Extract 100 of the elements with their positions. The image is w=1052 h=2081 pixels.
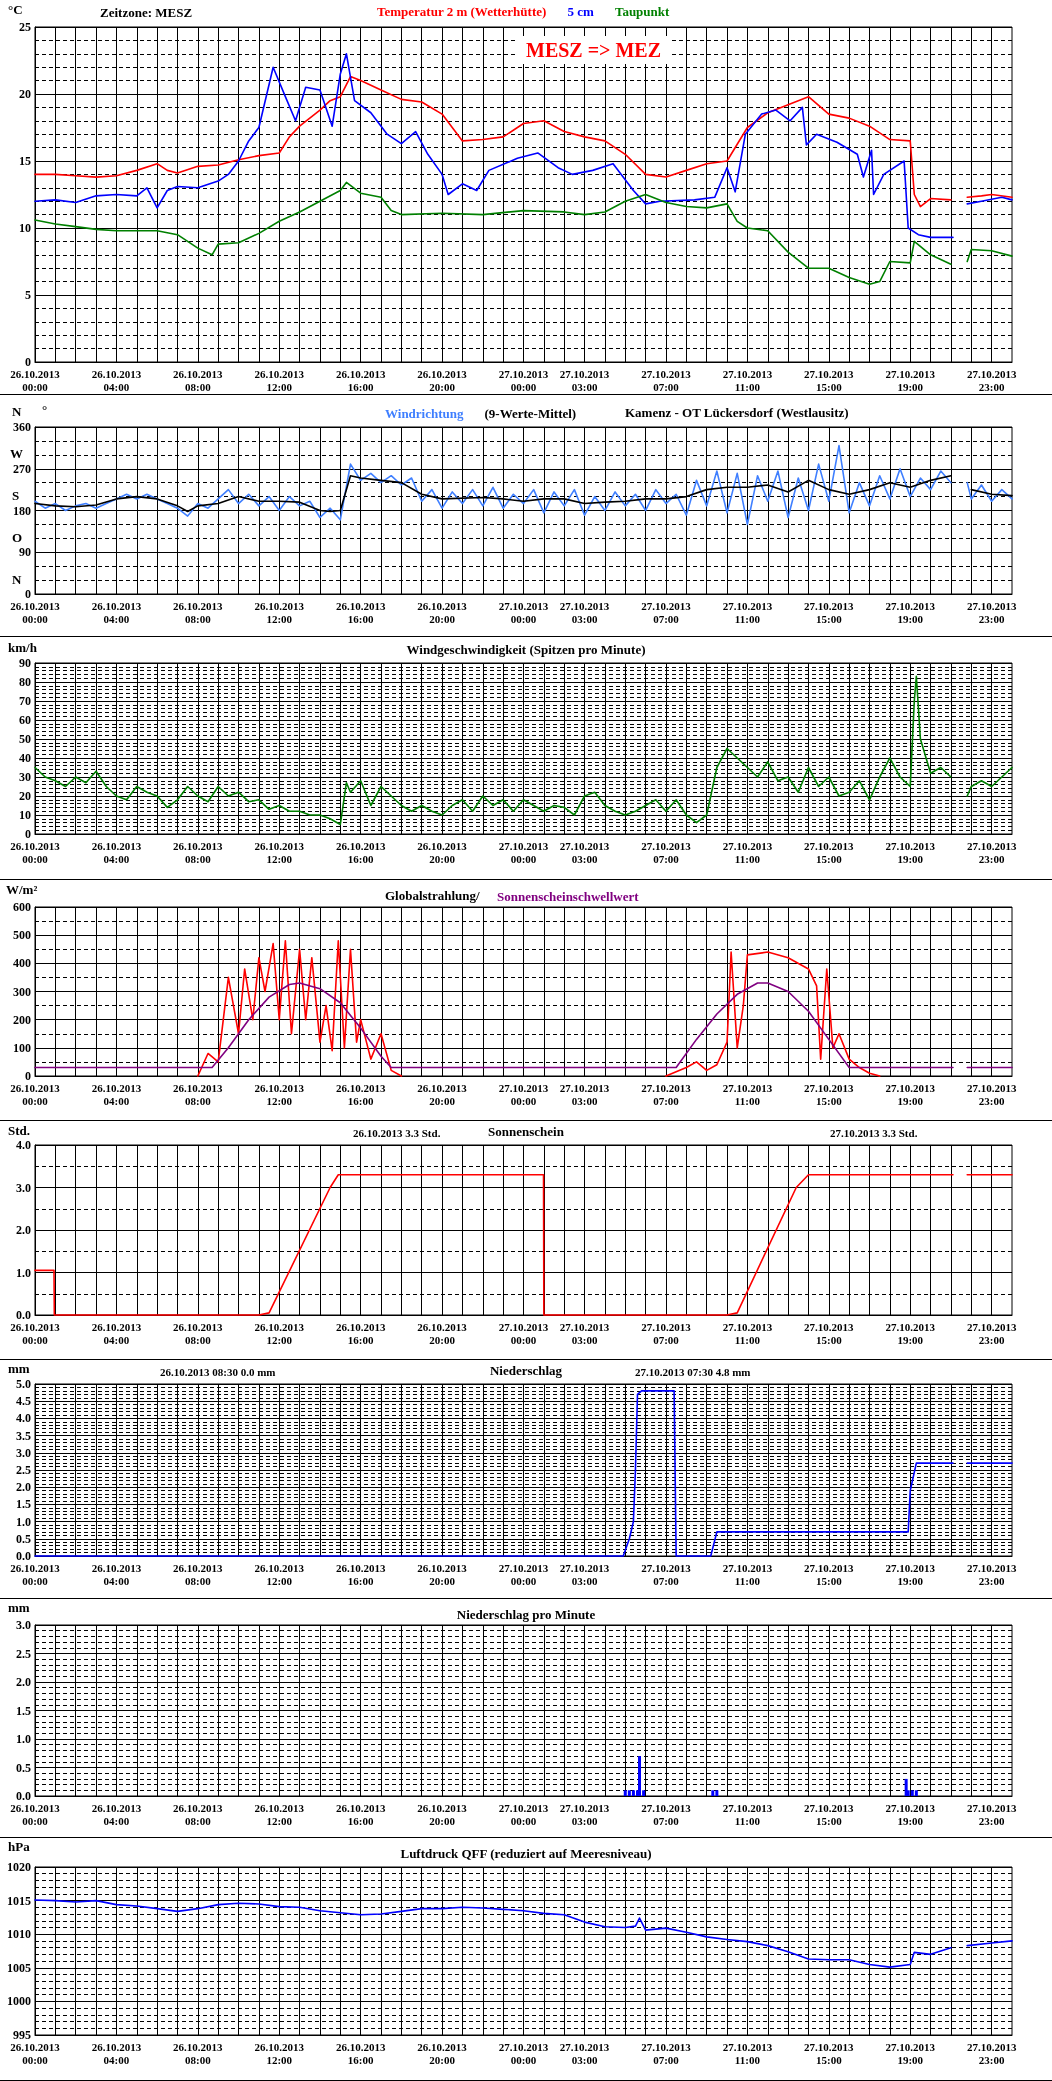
y-tick-label: 2.5 <box>16 1646 31 1661</box>
bar <box>623 1790 627 1796</box>
y-tick-label: 1.0 <box>16 1732 31 1746</box>
y-tick-label: 20 <box>19 789 31 803</box>
x-tick-label: 26.10.2013 16:00 <box>335 1801 386 1827</box>
y-axis-title: mm <box>8 1361 30 1376</box>
x-tick-label: 26.10.2013 08:00 <box>173 1320 224 1346</box>
chart-title: Niederschlag pro Minute <box>456 1607 596 1622</box>
x-tick-label: 27.10.2013 19:00 <box>885 1081 936 1107</box>
y-tick-label: 5 <box>25 288 31 302</box>
bar <box>914 1790 918 1796</box>
y-tick-label: 1.0 <box>16 1514 31 1529</box>
y-tick-label: 0 <box>25 355 31 369</box>
y-tick-label: 300 <box>13 984 31 999</box>
y-tick-label: 600 <box>13 900 31 914</box>
bar <box>638 1756 642 1796</box>
y-tick-label: 1.0 <box>16 1265 31 1280</box>
y-axis-title: °C <box>8 2 23 17</box>
y-tick-label: 4.0 <box>16 1138 31 1152</box>
x-tick-label: 26.10.2013 12:00 <box>254 599 305 625</box>
x-tick-label: 27.10.2013 00:00 <box>498 1081 549 1107</box>
x-tick-label: 26.10.2013 20:00 <box>417 2040 468 2066</box>
x-tick-label: 26.10.2013 08:00 <box>173 367 224 393</box>
x-tick-label: 27.10.2013 23:00 <box>966 1081 1017 1107</box>
x-tick-label: 27.10.2013 11:00 <box>722 367 773 393</box>
x-tick-label: 27.10.2013 23:00 <box>966 1561 1017 1587</box>
x-tick-label: 26.10.2013 16:00 <box>335 367 386 393</box>
text: 27.10.2013 07:30 4.8 mm <box>635 1365 751 1378</box>
chart-title: Globalstrahlung/ <box>385 888 481 903</box>
x-tick-label: 27.10.2013 03:00 <box>559 1801 610 1827</box>
x-tick-label: 26.10.2013 20:00 <box>417 1320 468 1346</box>
x-tick-label: 27.10.2013 19:00 <box>885 1801 936 1827</box>
x-tick-label: 26.10.2013 20:00 <box>417 839 468 865</box>
x-tick-label: 27.10.2013 15:00 <box>804 367 855 393</box>
x-tick-label: 26.10.2013 16:00 <box>335 1320 386 1346</box>
x-tick-label: 27.10.2013 15:00 <box>804 1081 855 1107</box>
y-tick-label: 0.0 <box>16 1549 31 1563</box>
bar <box>631 1790 635 1796</box>
x-tick-label: 27.10.2013 15:00 <box>804 2040 855 2066</box>
y-tick-label: 1010 <box>7 1927 31 1942</box>
x-tick-label: 26.10.2013 20:00 <box>417 599 468 625</box>
x-tick-label: 27.10.2013 23:00 <box>966 839 1017 865</box>
y-tick-label: 1000 <box>7 1994 31 2009</box>
y-tick-label: 70 <box>19 694 31 708</box>
x-tick-label: 26.10.2013 16:00 <box>335 2040 386 2066</box>
y-tick-label: 90 <box>19 656 31 670</box>
y-tick-label: 0 <box>25 587 31 601</box>
y-tick-label: 3.0 <box>16 1618 31 1632</box>
x-tick-label: 27.10.2013 23:00 <box>966 2040 1017 2066</box>
x-tick-label: 27.10.2013 07:00 <box>641 599 692 625</box>
x-tick-label: 27.10.2013 23:00 <box>966 367 1017 393</box>
x-tick-label: 26.10.2013 12:00 <box>254 1320 305 1346</box>
x-tick-label: 27.10.2013 11:00 <box>722 1081 773 1107</box>
x-tick-label: 27.10.2013 15:00 <box>804 839 855 865</box>
y-tick-label: 0.0 <box>16 1308 31 1322</box>
bar <box>715 1790 719 1796</box>
y-tick-label: 270 <box>13 461 31 476</box>
x-tick-label: 26.10.2013 08:00 <box>173 1081 224 1107</box>
x-tick-label: 27.10.2013 03:00 <box>559 599 610 625</box>
x-tick-label: 26.10.2013 04:00 <box>91 599 142 625</box>
text: 26.10.2013 08:30 0.0 mm <box>160 1365 276 1378</box>
y-axis-title: mm <box>8 1600 30 1615</box>
x-tick-label: 26.10.2013 12:00 <box>254 1561 305 1587</box>
x-tick-label: 26.10.2013 04:00 <box>91 1801 142 1827</box>
x-tick-label: 27.10.2013 00:00 <box>498 1801 549 1827</box>
x-tick-label: 27.10.2013 00:00 <box>498 367 549 393</box>
x-tick-label: 27.10.2013 00:00 <box>498 2040 549 2066</box>
x-tick-label: 26.10.2013 04:00 <box>91 2040 142 2066</box>
x-tick-label: 26.10.2013 00:00 <box>10 2040 61 2066</box>
x-tick-label: 26.10.2013 12:00 <box>254 839 305 865</box>
x-tick-label: 26.10.2013 16:00 <box>335 599 386 625</box>
x-tick-label: 27.10.2013 19:00 <box>885 839 936 865</box>
y-tick-label: 80 <box>19 675 31 689</box>
x-tick-label: 26.10.2013 12:00 <box>254 1801 305 1827</box>
text: 5 cm <box>567 4 595 19</box>
y-tick-label: 5.0 <box>16 1377 31 1391</box>
x-tick-label: 27.10.2013 00:00 <box>498 839 549 865</box>
y-tick-label: 60 <box>19 713 31 727</box>
bar <box>711 1790 715 1796</box>
x-tick-label: 26.10.2013 20:00 <box>417 1801 468 1827</box>
text: 27.10.2013 3.3 Std. <box>830 1126 918 1139</box>
y-tick-label: 3.0 <box>16 1180 31 1195</box>
x-tick-label: 26.10.2013 08:00 <box>173 2040 224 2066</box>
y-tick-label: 30 <box>19 770 31 784</box>
x-tick-label: 26.10.2013 08:00 <box>173 1801 224 1827</box>
x-tick-label: 27.10.2013 07:00 <box>641 1561 692 1587</box>
y-tick-label: 3.0 <box>16 1445 31 1460</box>
x-tick-label: 26.10.2013 00:00 <box>10 1320 61 1346</box>
x-tick-label: 27.10.2013 03:00 <box>559 367 610 393</box>
x-tick-label: 27.10.2013 19:00 <box>885 2040 936 2066</box>
y-tick-label: 2.0 <box>16 1480 31 1495</box>
text: O <box>12 530 23 545</box>
text: S <box>12 488 20 503</box>
x-tick-label: 27.10.2013 19:00 <box>885 1561 936 1587</box>
x-tick-label: 27.10.2013 00:00 <box>498 1561 549 1587</box>
y-tick-label: 25 <box>19 20 31 34</box>
x-tick-label: 26.10.2013 00:00 <box>10 1801 61 1827</box>
x-tick-label: 27.10.2013 11:00 <box>722 839 773 865</box>
y-tick-label: 2.0 <box>16 1675 31 1689</box>
y-tick-label: 90 <box>19 545 31 560</box>
